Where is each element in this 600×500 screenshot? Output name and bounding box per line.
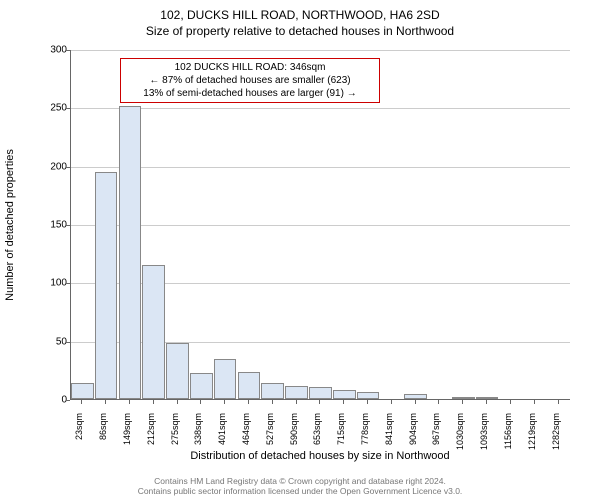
histogram-bar [261,383,284,399]
x-tick-mark [415,400,416,404]
y-tick-label: 250 [50,103,67,114]
histogram-bar [238,372,261,399]
y-tick-mark [66,342,70,343]
y-tick-mark [66,225,70,226]
footer-line1: Contains HM Land Registry data © Crown c… [0,476,600,486]
histogram-bar [119,106,142,399]
x-tick-mark [200,400,201,404]
histogram-bar [142,265,165,399]
y-tick-mark [66,50,70,51]
histogram-bar [333,390,356,399]
x-tick-mark [81,400,82,404]
x-tick-mark [272,400,273,404]
histogram-bar [309,387,332,399]
x-tick-mark [558,400,559,404]
x-tick-mark [438,400,439,404]
x-tick-mark [177,400,178,404]
x-tick-mark [129,400,130,404]
y-tick-mark [66,108,70,109]
y-tick-mark [66,283,70,284]
histogram-bar [452,397,475,399]
x-tick-mark [105,400,106,404]
y-tick-label: 300 [50,45,67,56]
histogram-bar [285,386,308,399]
callout-line3: 13% of semi-detached houses are larger (… [127,87,373,100]
histogram-bar [190,373,213,399]
gridline [71,108,570,109]
histogram-bar [166,343,189,399]
x-tick-mark [296,400,297,404]
x-tick-mark [367,400,368,404]
histogram-bar [71,383,94,399]
histogram-bar [404,394,427,399]
x-tick-mark [510,400,511,404]
x-tick-mark [534,400,535,404]
callout-line1: 102 DUCKS HILL ROAD: 346sqm [127,61,373,74]
chart-container: 102, DUCKS HILL ROAD, NORTHWOOD, HA6 2SD… [0,0,600,500]
callout-box: 102 DUCKS HILL ROAD: 346sqm ← 87% of det… [120,58,380,103]
y-tick-label: 200 [50,161,67,172]
x-axis-label: Distribution of detached houses by size … [70,450,570,462]
chart-subtitle: Size of property relative to detached ho… [0,22,600,38]
histogram-bar [95,172,118,400]
y-tick-label: 150 [50,220,67,231]
histogram-bar [476,397,499,399]
histogram-bar [214,359,237,399]
x-tick-mark [319,400,320,404]
x-tick-mark [462,400,463,404]
callout-line2: ← 87% of detached houses are smaller (62… [127,74,373,87]
chart-title-address: 102, DUCKS HILL ROAD, NORTHWOOD, HA6 2SD [0,0,600,22]
x-tick-mark [224,400,225,404]
x-tick-mark [248,400,249,404]
gridline [71,167,570,168]
gridline [71,225,570,226]
y-axis-label: Number of detached properties [4,149,16,301]
gridline [71,50,570,51]
x-tick-mark [153,400,154,404]
y-tick-mark [66,167,70,168]
x-tick-mark [343,400,344,404]
y-tick-label: 100 [50,278,67,289]
footer-line2: Contains public sector information licen… [0,486,600,496]
x-tick-mark [486,400,487,404]
histogram-bar [357,392,380,399]
y-tick-mark [66,400,70,401]
footer-attribution: Contains HM Land Registry data © Crown c… [0,476,600,496]
x-tick-mark [391,400,392,404]
